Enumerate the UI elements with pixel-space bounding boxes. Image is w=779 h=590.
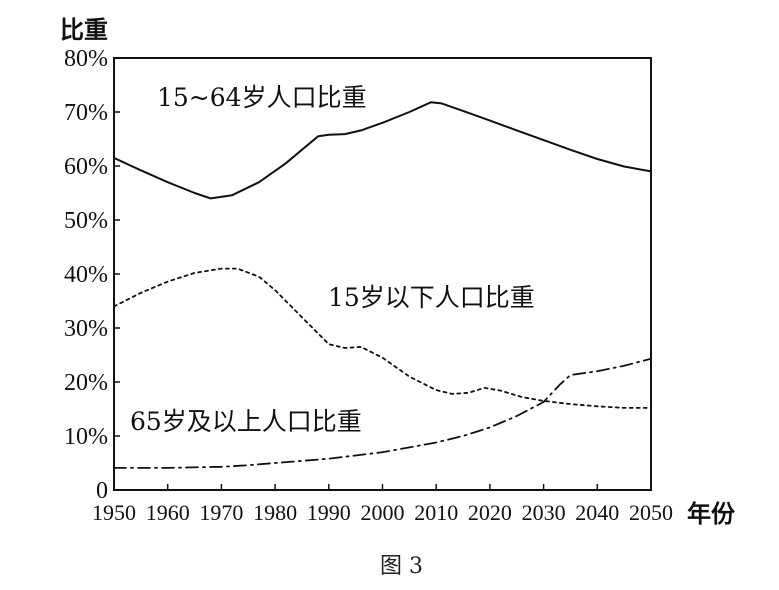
figure-caption: 图 3 xyxy=(380,554,423,579)
y-tick-label: 50% xyxy=(64,208,108,234)
y-tick-label: 70% xyxy=(64,100,108,126)
y-tick-label: 30% xyxy=(64,316,108,342)
y-tick-label: 60% xyxy=(64,154,108,180)
x-tick-label: 2000 xyxy=(361,500,405,525)
axes: 0 10% 20% 30% 40% 50% 60% 70% 80% 1950 1960 1970 198… xyxy=(64,46,673,525)
series-label-working-age: 15~64岁人口比重 xyxy=(157,83,367,112)
x-tick-label: 1980 xyxy=(253,500,297,525)
x-tick-label: 1990 xyxy=(307,500,351,525)
x-tick-label: 2010 xyxy=(414,500,458,525)
series-line-under-15 xyxy=(113,267,652,409)
x-tick-label: 1950 xyxy=(92,500,136,525)
y-tick-label: 10% xyxy=(64,424,108,450)
x-tick-label: 1970 xyxy=(199,500,243,525)
x-tick-label: 1960 xyxy=(146,500,190,525)
series-line-working-age xyxy=(113,101,652,200)
series-label-under-15: 15岁以下人口比重 xyxy=(328,283,535,312)
y-tick-label: 40% xyxy=(64,262,108,288)
y-axis-title: 比重 xyxy=(60,16,108,44)
x-tick-label: 2030 xyxy=(522,500,566,525)
series-label-65-plus: 65岁及以上人口比重 xyxy=(130,407,362,436)
chart-text: 比重 年份 15~64岁人口比重 15岁以下人口比重 65岁及以上人口比重 图 … xyxy=(60,16,736,579)
x-tick-label: 2020 xyxy=(468,500,512,525)
x-axis-title: 年份 xyxy=(687,500,736,528)
y-tick-label: 20% xyxy=(64,370,108,396)
x-tick-label: 2050 xyxy=(629,500,673,525)
y-tick-label: 80% xyxy=(64,46,108,72)
series-lines xyxy=(113,101,652,469)
y-tick-label: 0 xyxy=(96,478,108,504)
x-tick-label: 2040 xyxy=(575,500,619,525)
series-line-65-plus xyxy=(113,357,652,469)
